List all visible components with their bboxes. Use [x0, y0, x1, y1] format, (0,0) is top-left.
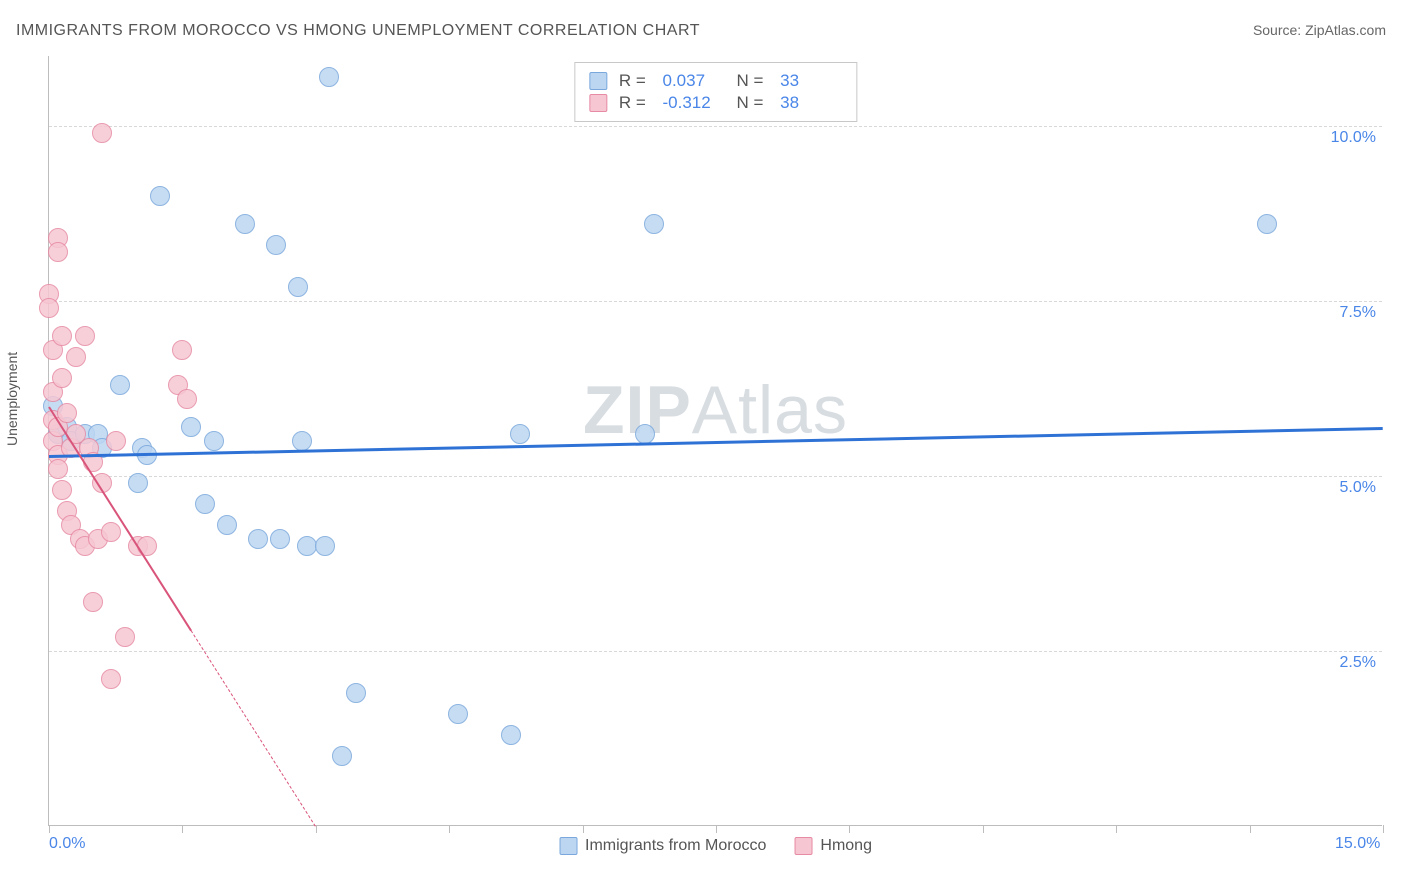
trend-line: [49, 427, 1383, 458]
scatter-point: [66, 347, 86, 367]
gridline: [49, 126, 1382, 127]
scatter-point: [172, 340, 192, 360]
scatter-point: [150, 186, 170, 206]
x-tick: [583, 825, 584, 833]
scatter-point: [101, 669, 121, 689]
y-axis-label: Unemployment: [4, 352, 20, 446]
gridline: [49, 476, 1382, 477]
scatter-point: [332, 746, 352, 766]
scatter-point: [292, 431, 312, 451]
scatter-point: [181, 417, 201, 437]
x-tick: [983, 825, 984, 833]
y-tick-label: 2.5%: [1340, 654, 1376, 672]
scatter-point: [266, 235, 286, 255]
scatter-point: [248, 529, 268, 549]
y-tick-label: 10.0%: [1331, 129, 1376, 147]
scatter-point: [501, 725, 521, 745]
r-label: R =: [619, 93, 651, 113]
x-tick: [1250, 825, 1251, 833]
scatter-point: [48, 459, 68, 479]
scatter-point: [39, 298, 59, 318]
scatter-point: [106, 431, 126, 451]
scatter-point: [346, 683, 366, 703]
scatter-point: [115, 627, 135, 647]
scatter-point: [92, 123, 112, 143]
scatter-point: [177, 389, 197, 409]
n-label: N =: [737, 71, 769, 91]
watermark-light: Atlas: [692, 372, 848, 448]
x-tick: [849, 825, 850, 833]
scatter-point: [110, 375, 130, 395]
scatter-point: [1257, 214, 1277, 234]
r-value-hmong: -0.312: [663, 93, 725, 113]
y-tick-label: 7.5%: [1340, 304, 1376, 322]
y-tick-label: 5.0%: [1340, 479, 1376, 497]
scatter-point: [644, 214, 664, 234]
x-tick: [449, 825, 450, 833]
swatch-hmong: [589, 94, 607, 112]
scatter-point: [315, 536, 335, 556]
scatter-point: [217, 515, 237, 535]
r-value-morocco: 0.037: [663, 71, 725, 91]
scatter-point: [510, 424, 530, 444]
scatter-point: [52, 326, 72, 346]
scatter-point: [57, 403, 77, 423]
swatch-morocco-icon: [559, 837, 577, 855]
scatter-point: [204, 431, 224, 451]
x-tick-label: 0.0%: [49, 835, 85, 853]
legend-item-morocco: Immigrants from Morocco: [559, 837, 766, 855]
scatter-point: [128, 473, 148, 493]
plot-area: ZIPAtlas R = 0.037 N = 33 R = -0.312 N =…: [48, 56, 1382, 826]
x-tick: [716, 825, 717, 833]
r-label: R =: [619, 71, 651, 91]
scatter-point: [52, 480, 72, 500]
scatter-point: [448, 704, 468, 724]
x-tick: [49, 825, 50, 833]
scatter-point: [101, 522, 121, 542]
scatter-point: [319, 67, 339, 87]
legend-row-morocco: R = 0.037 N = 33: [589, 71, 842, 91]
x-tick: [1116, 825, 1117, 833]
n-value-hmong: 38: [780, 93, 842, 113]
scatter-point: [195, 494, 215, 514]
scatter-point: [635, 424, 655, 444]
watermark: ZIPAtlas: [583, 371, 848, 449]
legend-row-hmong: R = -0.312 N = 38: [589, 93, 842, 113]
chart-container: IMMIGRANTS FROM MOROCCO VS HMONG UNEMPLO…: [0, 0, 1406, 892]
trend-line: [191, 630, 316, 827]
scatter-point: [52, 368, 72, 388]
scatter-point: [235, 214, 255, 234]
swatch-hmong-icon: [794, 837, 812, 855]
legend-item-hmong: Hmong: [794, 837, 872, 855]
n-value-morocco: 33: [780, 71, 842, 91]
scatter-point: [83, 592, 103, 612]
scatter-point: [270, 529, 290, 549]
chart-title: IMMIGRANTS FROM MOROCCO VS HMONG UNEMPLO…: [16, 22, 700, 40]
scatter-point: [48, 242, 68, 262]
gridline: [49, 651, 1382, 652]
scatter-point: [288, 277, 308, 297]
n-label: N =: [737, 93, 769, 113]
x-tick-label: 15.0%: [1335, 835, 1380, 853]
x-tick: [1383, 825, 1384, 833]
series-legend: Immigrants from Morocco Hmong: [559, 837, 872, 855]
scatter-point: [75, 326, 95, 346]
x-tick: [182, 825, 183, 833]
swatch-morocco: [589, 72, 607, 90]
legend-label-hmong: Hmong: [820, 837, 872, 855]
correlation-legend: R = 0.037 N = 33 R = -0.312 N = 38: [574, 62, 857, 122]
source-label: Source: ZipAtlas.com: [1253, 22, 1386, 38]
gridline: [49, 301, 1382, 302]
legend-label-morocco: Immigrants from Morocco: [585, 837, 766, 855]
